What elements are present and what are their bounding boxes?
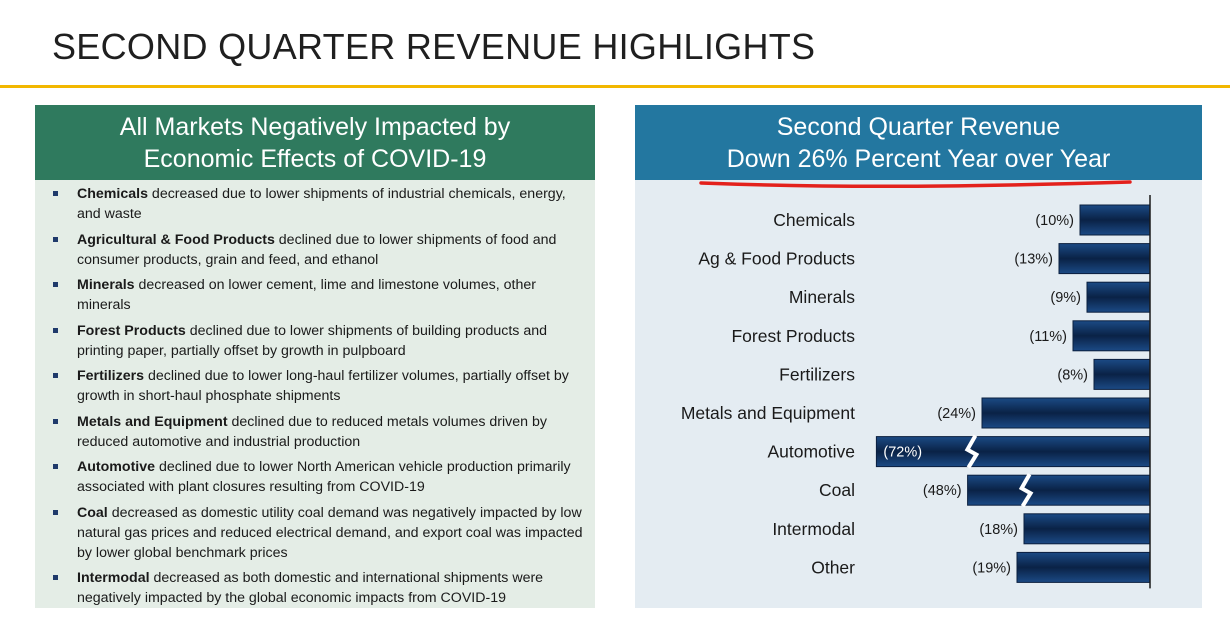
value-label: (24%) [937,406,976,422]
markets-panel: All Markets Negatively Impacted by Econo… [35,105,595,608]
category-label: Intermodal [772,519,855,539]
category-label: Ag & Food Products [698,249,855,269]
market-bullet-list: Chemicals decreased due to lower shipmen… [35,180,595,608]
underline-stroke [699,180,1132,189]
category-label: Fertilizers [779,364,855,384]
market-bullet-item: Automotive declined due to lower North A… [53,457,587,497]
market-bullet-item: Forest Products declined due to lower sh… [53,321,587,361]
category-label: Automotive [767,442,855,462]
value-label: (8%) [1057,367,1088,383]
market-name: Intermodal [77,570,150,586]
markets-panel-header: All Markets Negatively Impacted by Econo… [35,105,595,180]
market-description: declined due to lower shipments of build… [77,322,548,359]
revenue-panel-header: Second Quarter Revenue Down 26% Percent … [635,105,1202,180]
market-description: decreased as domestic utility coal deman… [77,504,583,561]
square-bullet-icon [53,509,58,515]
market-name: Forest Products [77,322,186,339]
value-label: (10%) [1035,213,1074,229]
market-description: declined due to lower shipments of food … [77,231,557,268]
category-label: Chemicals [773,210,855,230]
market-description: decreased due to lower shipments of indu… [77,186,566,222]
revenue-header-line-2: Down 26% Percent Year over Year [726,144,1111,173]
square-bullet-icon [53,236,58,242]
bar [1058,243,1151,275]
value-label: (19%) [972,560,1011,576]
bar [1079,204,1151,236]
title-divider [0,85,1230,88]
bar [1086,281,1151,313]
value-label: (11%) [1029,329,1067,345]
markets-header-line-2: Economic Effects of COVID-19 [143,144,487,173]
market-description: declined due to lower long-haul fertiliz… [77,368,569,404]
square-bullet-icon [53,575,58,580]
market-name: Minerals [77,277,135,293]
market-description: decreased as both domestic and internati… [77,570,544,606]
market-bullet-item: Fertilizers declined due to lower long-h… [53,366,587,406]
bar [967,474,1151,506]
market-bullet-item: Minerals decreased on lower cement, lime… [53,275,587,315]
axis-break-mark [1018,473,1034,508]
revenue-header-line-1: Second Quarter Revenue [776,112,1061,141]
red-underline-annotation [699,180,1132,189]
page-title: SECOND QUARTER REVENUE HIGHLIGHTS [52,26,816,67]
bar [875,436,1151,468]
market-name: Fertilizers [77,368,145,384]
market-description: declined due to reduced metals volumes d… [77,413,547,450]
bar [1072,320,1151,352]
category-label: Forest Products [731,326,855,346]
value-label: (72%) [883,445,922,461]
value-label: (18%) [979,522,1018,538]
market-bullet-item: Chemicals decreased due to lower shipmen… [53,184,587,224]
category-label: Metals and Equipment [681,403,855,423]
square-bullet-icon [53,282,58,287]
square-bullet-icon [53,191,58,196]
square-bullet-icon [53,464,58,469]
market-bullet-item: Intermodal decreased as both domestic an… [53,568,587,608]
revenue-bar-chart: Chemicals (10%) Ag & Food Products (13%) Min… [681,195,1151,589]
revenue-chart-panel: Second Quarter Revenue Down 26% Percent … [635,105,1202,608]
category-label: Coal [819,480,855,500]
square-bullet-icon [53,373,58,378]
market-name: Coal [77,504,108,521]
value-label: (13%) [1014,252,1053,268]
category-label: Minerals [789,287,855,307]
value-label: (9%) [1050,290,1081,306]
market-name: Chemicals [77,186,148,202]
bar [1023,513,1151,545]
bar [1016,551,1151,583]
market-description: declined due to lower North American veh… [77,459,571,495]
bar [981,397,1151,429]
square-bullet-icon [53,418,58,424]
market-name: Agricultural & Food Products [77,231,275,248]
axis-break-mark [964,434,980,469]
market-bullet-item: Metals and Equipment declined due to red… [53,412,587,452]
category-label: Other [811,557,855,577]
value-label: (48%) [923,483,962,499]
market-name: Metals and Equipment [77,413,228,430]
market-bullet-item: Coal decreased as domestic utility coal … [53,503,587,563]
markets-header-line-1: All Markets Negatively Impacted by [119,112,511,141]
bar [1093,358,1151,390]
market-name: Automotive [77,459,156,475]
market-bullet-item: Agricultural & Food Products declined du… [53,230,587,270]
square-bullet-icon [53,327,58,333]
market-description: decreased on lower cement, lime and lime… [77,277,536,313]
